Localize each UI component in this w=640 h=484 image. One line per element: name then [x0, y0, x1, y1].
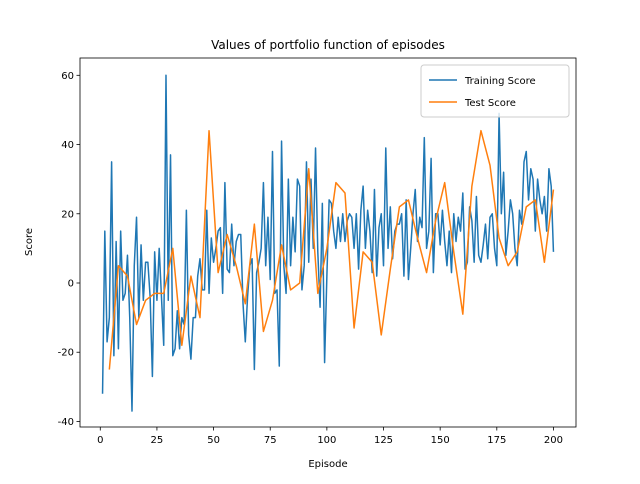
x-tick-label: 125	[374, 435, 393, 446]
y-axis-label: Score	[24, 228, 35, 256]
x-tick-label: 50	[207, 435, 220, 446]
x-tick-label: 175	[487, 435, 506, 446]
plot-frame	[79, 57, 577, 428]
series-line	[108, 129, 555, 370]
legend-box	[420, 64, 570, 118]
chart-title: Values of portfolio function of episodes	[211, 38, 445, 52]
x-tick-label: 0	[97, 435, 103, 446]
x-tick-label: 200	[544, 435, 563, 446]
legend-label: Training Score	[464, 76, 536, 87]
x-tick-label: 75	[264, 435, 277, 446]
x-tick-label: 25	[151, 435, 164, 446]
y-tick-label: 40	[61, 140, 74, 151]
x-tick-label: 100	[317, 435, 336, 446]
y-tick-label: 20	[61, 209, 74, 220]
y-tick-label: 60	[61, 71, 74, 82]
x-axis-label: Episode	[308, 459, 347, 470]
x-tick-label: 150	[431, 435, 450, 446]
legend-label: Test Score	[464, 98, 516, 109]
y-tick-label: -20	[58, 348, 74, 359]
y-tick-label: -40	[58, 417, 74, 428]
y-tick-label: 0	[68, 279, 74, 290]
